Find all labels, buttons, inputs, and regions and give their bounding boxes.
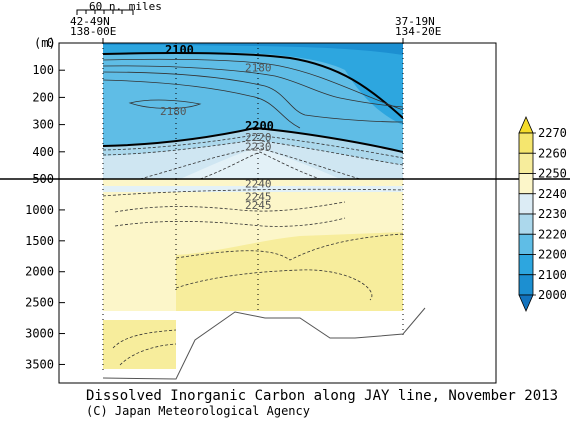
colorbar-segment: [518, 173, 534, 195]
contour-label: 2200: [245, 119, 274, 133]
colorbar-segment: [518, 193, 534, 215]
y-tick-label: 300: [32, 118, 54, 132]
colorbar-max-arrow: [518, 116, 534, 134]
end-lat-label: 37-19N: [395, 15, 435, 28]
y-tick-label: 200: [32, 90, 54, 104]
colorbar-segment: [518, 132, 534, 154]
y-tick-label: 2000: [25, 265, 54, 279]
colorbar-tick-label: 2230: [538, 207, 567, 221]
colorbar-tick-label: 2220: [538, 227, 567, 241]
contour-label: 2100: [165, 43, 194, 57]
y-tick-label: 100: [32, 63, 54, 77]
y-tick-label: 3000: [25, 327, 54, 341]
y-tick-label: 500: [32, 172, 54, 186]
start-lon-label: 138-00E: [70, 25, 116, 38]
contour-label: 2220: [245, 131, 272, 144]
lower-panel-contours: [103, 188, 403, 366]
contour-label: 2230: [245, 140, 272, 153]
contour-label: 2180: [160, 105, 187, 118]
colorbar-tick-label: 2270: [538, 126, 567, 140]
y-tick-label: 3500: [25, 357, 54, 371]
contour-label: 2240: [245, 178, 272, 191]
colorbar-tick-label: 2200: [538, 248, 567, 262]
y-axis-ticks: 0 100 200 300 400 500 1000 1500 2000 2500 3000 3500: [25, 36, 65, 371]
y-tick-label: 400: [32, 145, 54, 159]
upper-panel-contours: [103, 52, 403, 179]
colorbar-segment: [518, 233, 534, 255]
station-markers-lower: [102, 179, 404, 372]
colorbar-tick-label: 2260: [538, 146, 567, 160]
colorbar-segment: [518, 152, 534, 174]
colorbar-segment: [518, 254, 534, 276]
y-tick-label: 0: [47, 36, 54, 50]
end-lon-label: 134-20E: [395, 25, 441, 38]
credit-text: (C) Japan Meteorological Agency: [86, 404, 310, 418]
colorbar-segment: [518, 274, 534, 296]
lower-panel-fill: [103, 179, 403, 369]
chart-title: Dissolved Inorganic Carbon along JAY lin…: [86, 388, 558, 404]
colorbar-tick-label: 2000: [538, 288, 567, 302]
y-tick-label: 1500: [25, 234, 54, 248]
colorbar-tick-label: 2240: [538, 187, 567, 201]
colorbar-tick-label: 2100: [538, 268, 567, 282]
colorbar-min-arrow: [518, 294, 534, 312]
colorbar: 2270 2260 2250 2240 2230 2220 2200 2100 2000: [518, 116, 567, 312]
y-tick-label: 1000: [25, 203, 54, 217]
colorbar-segment: [518, 213, 534, 235]
contour-label: 2180: [245, 61, 272, 74]
start-lat-label: 42-49N: [70, 15, 110, 28]
upper-panel-fill: [103, 43, 403, 179]
seafloor-line: [102, 307, 426, 380]
colorbar-tick-label: 2250: [538, 167, 567, 181]
contour-label: 2245: [245, 190, 272, 203]
y-axis-unit: (m): [34, 36, 56, 50]
contour-label: 2245: [245, 199, 272, 212]
scale-label: 60 n. miles: [89, 0, 162, 13]
y-tick-label: 2500: [25, 296, 54, 310]
section-header: 60 n. miles 42-49N 138-00E 37-19N 134-20…: [70, 0, 441, 43]
